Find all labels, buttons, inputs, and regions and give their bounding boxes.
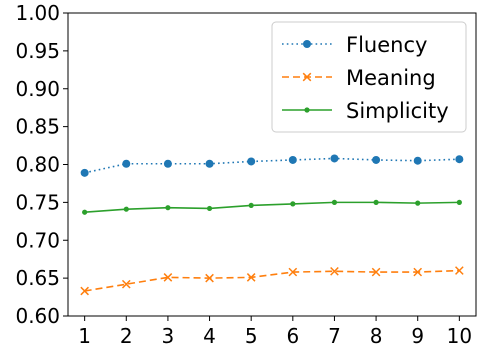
y-tick-label: 0.80 <box>15 153 60 177</box>
legend: Fluency Meaning Simplicity <box>271 21 467 133</box>
x-tick-label: 9 <box>411 324 424 345</box>
data-point-meaning <box>455 266 464 275</box>
data-point-fluency <box>247 157 256 166</box>
legend-label-meaning: Meaning <box>346 66 436 90</box>
x-tick-label: 7 <box>328 324 341 345</box>
data-point-simplicity <box>248 202 254 209</box>
y-tick-label: 0.75 <box>15 190 60 214</box>
data-point-simplicity <box>206 205 213 212</box>
y-tick-label: 0.90 <box>15 77 60 101</box>
legend-label-simplicity: Simplicity <box>346 99 449 123</box>
x-tick-label: 3 <box>162 324 175 345</box>
legend-marker-meaning <box>302 72 312 82</box>
series-line-fluency <box>84 157 460 174</box>
data-point-fluency <box>205 159 214 168</box>
data-point-meaning <box>330 266 339 276</box>
data-point-fluency <box>122 159 131 168</box>
data-point-fluency <box>455 155 464 164</box>
x-tick-label: 6 <box>286 324 299 345</box>
y-tick-label: 1.00 <box>15 1 60 25</box>
plot-area <box>80 154 464 296</box>
legend-marker-fluency <box>303 40 311 48</box>
data-point-simplicity <box>165 205 171 211</box>
y-tick-label: 0.95 <box>15 39 60 63</box>
data-point-meaning <box>121 279 131 289</box>
data-point-simplicity <box>82 209 88 215</box>
x-tick-label: 4 <box>203 324 216 345</box>
data-point-fluency <box>413 156 422 165</box>
data-point-simplicity <box>123 206 129 212</box>
axes: 0.60 0.65 0.70 0.75 0.80 0.85 0.90 0.95 1.00 1 2 3 4… <box>15 1 477 345</box>
data-point-simplicity <box>331 199 338 205</box>
legend-label-fluency: Fluency <box>346 33 427 57</box>
data-point-fluency <box>330 154 339 163</box>
legend-box <box>271 21 467 133</box>
data-point-meaning <box>371 267 381 277</box>
legend-marker-simplicity <box>304 107 310 113</box>
data-point-fluency <box>288 155 297 164</box>
y-tick-label: 0.70 <box>15 228 60 252</box>
data-point-meaning <box>288 267 298 277</box>
data-point-simplicity <box>415 200 421 206</box>
data-point-fluency <box>80 168 89 177</box>
data-point-fluency <box>163 159 172 168</box>
x-tick-label: 10 <box>447 324 472 345</box>
data-point-simplicity <box>373 199 379 205</box>
x-tick-label: 8 <box>370 324 383 345</box>
y-tick-label: 0.85 <box>15 115 60 139</box>
data-point-fluency <box>372 155 381 164</box>
series-line-simplicity <box>84 201 460 214</box>
data-point-meaning <box>163 273 173 282</box>
x-tick-label: 2 <box>120 324 133 345</box>
y-tick-label: 0.60 <box>15 304 60 328</box>
series-line-meaning <box>84 269 460 292</box>
x-tick-label: 5 <box>245 324 258 345</box>
data-point-meaning <box>413 267 423 277</box>
data-point-simplicity <box>456 199 462 205</box>
data-point-meaning <box>80 286 89 296</box>
data-point-simplicity <box>290 201 296 207</box>
data-point-meaning <box>246 273 256 282</box>
y-tick-label: 0.65 <box>15 266 60 290</box>
x-tick-label: 1 <box>78 324 91 345</box>
data-point-meaning <box>205 273 214 283</box>
